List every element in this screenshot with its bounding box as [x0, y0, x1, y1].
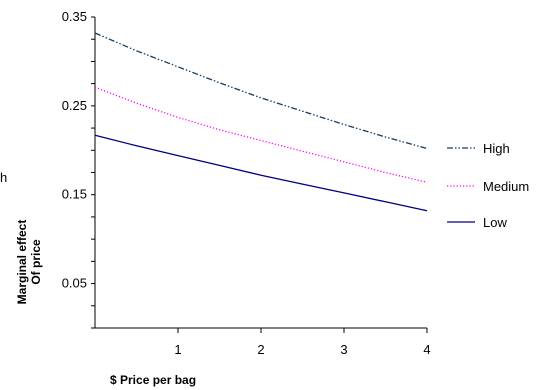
x-tick-label: 1	[174, 342, 181, 357]
legend-label-medium: Medium	[483, 179, 529, 194]
y-axis-title-line1: Marginal effect	[15, 220, 29, 305]
tick-labels: 0.05 0.15 0.25 0.35 1 2 3 4	[62, 9, 431, 357]
y-axis-title: Marginal effect Of price	[15, 220, 43, 305]
series-line-medium	[94, 86, 428, 183]
y-tick-label: 0.15	[62, 187, 87, 202]
stray-text-fragment: h	[0, 170, 7, 185]
legend: High Medium Low	[447, 141, 529, 230]
x-axis-title: $ Price per bag	[110, 373, 196, 387]
x-tick-label: 2	[257, 342, 264, 357]
legend-label-high: High	[483, 141, 510, 156]
y-tick-label: 0.35	[62, 9, 87, 24]
x-tick-label: 4	[423, 342, 430, 357]
series-lines	[94, 32, 428, 212]
y-tick-label: 0.25	[62, 98, 87, 113]
series-line-low	[94, 134, 428, 212]
axes	[94, 17, 427, 329]
y-tick-label: 0.05	[62, 276, 87, 291]
tick-marks	[91, 16, 428, 333]
series-line-high	[94, 32, 428, 150]
x-tick-label: 3	[340, 342, 347, 357]
legend-label-low: Low	[483, 215, 507, 230]
y-axis-title-line2: Of price	[29, 239, 43, 285]
